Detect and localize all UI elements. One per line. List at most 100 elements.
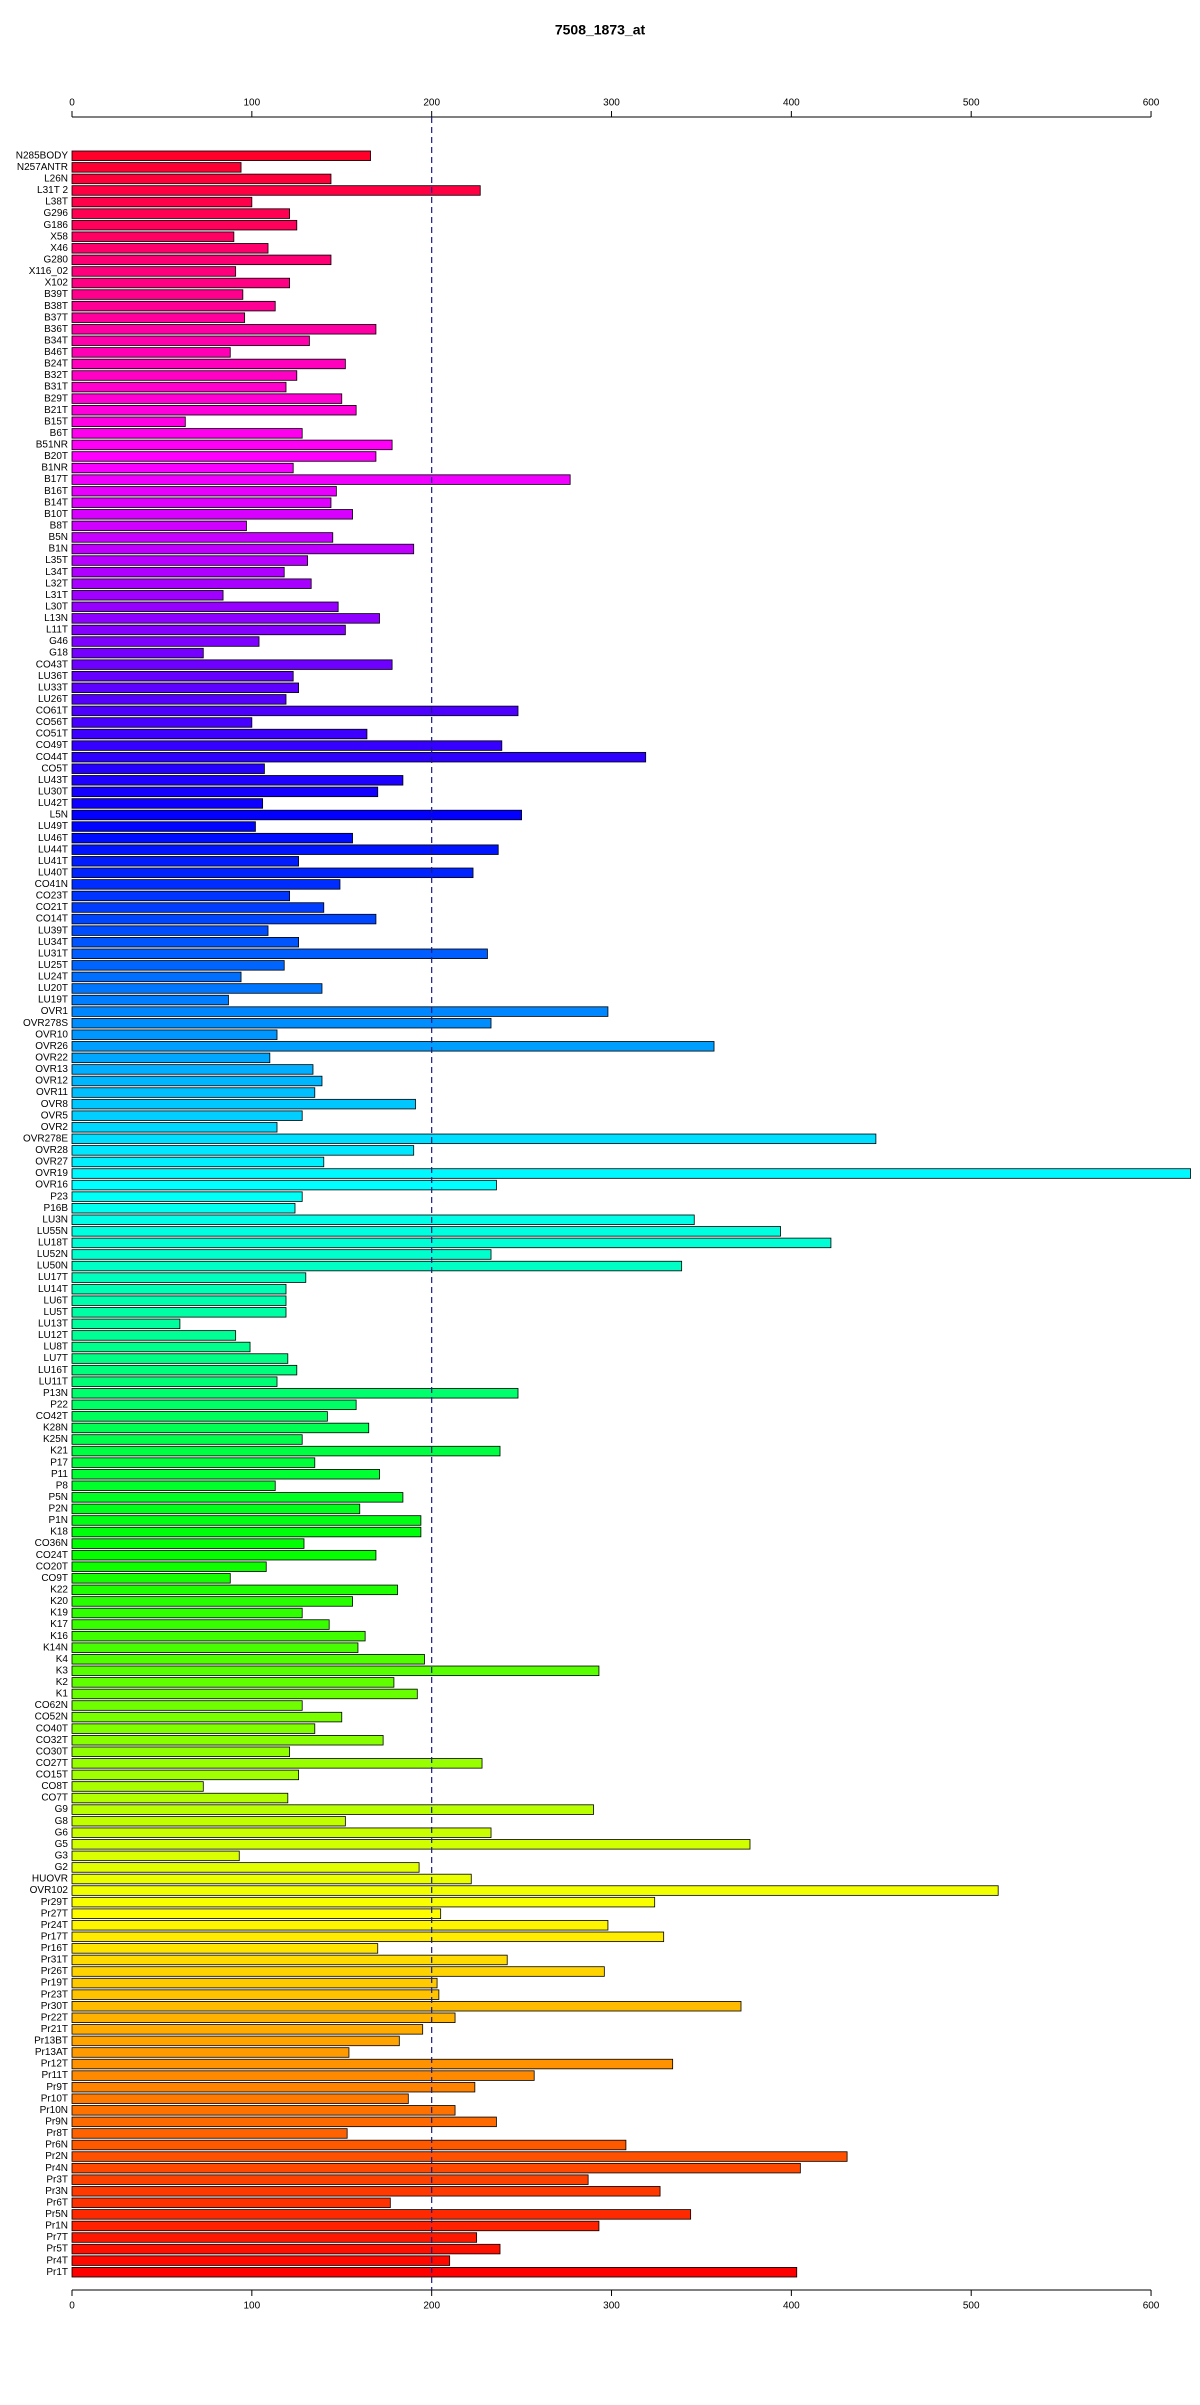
- bar: [71, 1480, 276, 1491]
- bar: [71, 821, 256, 832]
- bar: [71, 1445, 501, 1457]
- y-tick-label: LU12T: [38, 1330, 68, 1341]
- y-tick-label: Pr31T: [41, 1955, 68, 1966]
- bar: [71, 497, 332, 508]
- bar: [71, 2197, 391, 2209]
- y-tick-label: LU18T: [38, 1238, 68, 1249]
- bar: [71, 1353, 289, 1364]
- y-tick-label: OVR102: [30, 1885, 69, 1896]
- bar: [71, 1896, 656, 1908]
- y-tick-label: B46T: [44, 347, 68, 358]
- y-tick-label: CO24T: [36, 1550, 68, 1561]
- y-tick-label: Pr6T: [46, 2197, 68, 2208]
- x-tick-label: 600: [1143, 2301, 1160, 2312]
- y-tick-label: B32T: [44, 370, 68, 381]
- y-tick-label: Pr17T: [41, 1931, 68, 1942]
- bar: [71, 1156, 325, 1168]
- bar: [71, 1815, 346, 1827]
- y-tick-label: B5N: [49, 532, 68, 543]
- bar: [71, 1966, 605, 1977]
- y-tick-label: P13N: [43, 1388, 68, 1399]
- bar: [71, 902, 325, 913]
- y-tick-label: OVR1: [41, 1006, 69, 1017]
- y-tick-label: P22: [50, 1399, 68, 1410]
- bar: [71, 1584, 398, 1596]
- bar: [71, 2220, 600, 2232]
- bar: [71, 1295, 287, 1306]
- bar: [71, 1885, 999, 1896]
- bar: [71, 2151, 848, 2162]
- bar: [71, 1214, 695, 1225]
- y-tick-label: B1NR: [41, 463, 68, 474]
- x-tick-label: 200: [423, 2301, 440, 2312]
- bar: [71, 1434, 303, 1445]
- bar: [71, 1330, 237, 1341]
- bar: [71, 405, 357, 416]
- bar: [71, 555, 308, 566]
- bar: [71, 1711, 343, 1723]
- y-tick-label: P16B: [44, 1203, 69, 1214]
- y-tick-label: B17T: [44, 474, 68, 485]
- y-tick-label: Pr23T: [41, 1989, 68, 2000]
- y-tick-label: B15T: [44, 416, 68, 427]
- y-tick-label: LU31T: [38, 948, 68, 959]
- bar: [71, 1989, 440, 2000]
- bar: [71, 2105, 456, 2116]
- y-tick-label: CO44T: [36, 752, 68, 763]
- bar: [71, 2081, 476, 2093]
- bar: [71, 659, 393, 670]
- y-tick-label: CO52N: [35, 1712, 68, 1723]
- bar: [71, 890, 291, 902]
- y-tick-label: B29T: [44, 393, 68, 404]
- bar: [71, 150, 371, 161]
- y-tick-label: CO15T: [36, 1770, 68, 1781]
- y-tick-label: P11: [51, 1469, 68, 1480]
- bar: [71, 451, 377, 462]
- y-tick-label: OVR5: [41, 1110, 69, 1121]
- bar: [71, 1630, 366, 1642]
- y-tick-label: K14N: [43, 1642, 68, 1653]
- y-tick-label: Pr30T: [41, 2001, 68, 2012]
- y-tick-label: LU55N: [37, 1226, 68, 1237]
- bar: [71, 1376, 278, 1387]
- y-tick-label: OVR2: [41, 1122, 69, 1133]
- bar: [71, 1307, 287, 1318]
- y-tick-label: LU34T: [38, 937, 68, 948]
- bar: [71, 671, 294, 682]
- x-tick-label: 300: [603, 98, 620, 109]
- y-tick-label: K25N: [43, 1434, 68, 1445]
- y-tick-label: CO62N: [35, 1700, 68, 1711]
- y-tick-label: LU49T: [38, 821, 68, 832]
- x-tick-label: 100: [243, 98, 260, 109]
- bar: [71, 2093, 409, 2104]
- x-tick-label: 300: [603, 2301, 620, 2312]
- y-tick-label: Pr4N: [45, 2163, 68, 2174]
- y-tick-label: L30T: [45, 601, 68, 612]
- bar: [71, 1526, 422, 1538]
- y-tick-label: B14T: [44, 497, 68, 508]
- y-tick-label: L34T: [45, 567, 68, 578]
- bar: [71, 1804, 594, 1815]
- y-tick-label: L13N: [44, 613, 68, 624]
- bar: [71, 1538, 305, 1549]
- y-tick-label: Pr3N: [45, 2186, 68, 2197]
- bar: [71, 647, 204, 659]
- y-tick-label: OVR11: [36, 1087, 68, 1098]
- y-tick-label: LU44T: [38, 844, 68, 855]
- y-tick-label: L31T 2: [37, 185, 68, 196]
- bar: [71, 312, 246, 323]
- bar: [71, 1029, 278, 1040]
- bar: [71, 1087, 316, 1098]
- bar: [71, 1133, 877, 1145]
- bar: [71, 971, 242, 983]
- y-tick-label: L5N: [50, 810, 68, 821]
- y-tick-label: LU17T: [38, 1272, 68, 1283]
- y-tick-label: LU36T: [38, 671, 68, 682]
- y-tick-label: LU52N: [37, 1249, 68, 1260]
- bar: [71, 786, 379, 798]
- y-tick-label: L32T: [45, 578, 68, 589]
- y-tick-label: K20: [50, 1596, 68, 1607]
- y-tick-label: G8: [55, 1816, 69, 1827]
- y-tick-label: B51NR: [36, 440, 68, 451]
